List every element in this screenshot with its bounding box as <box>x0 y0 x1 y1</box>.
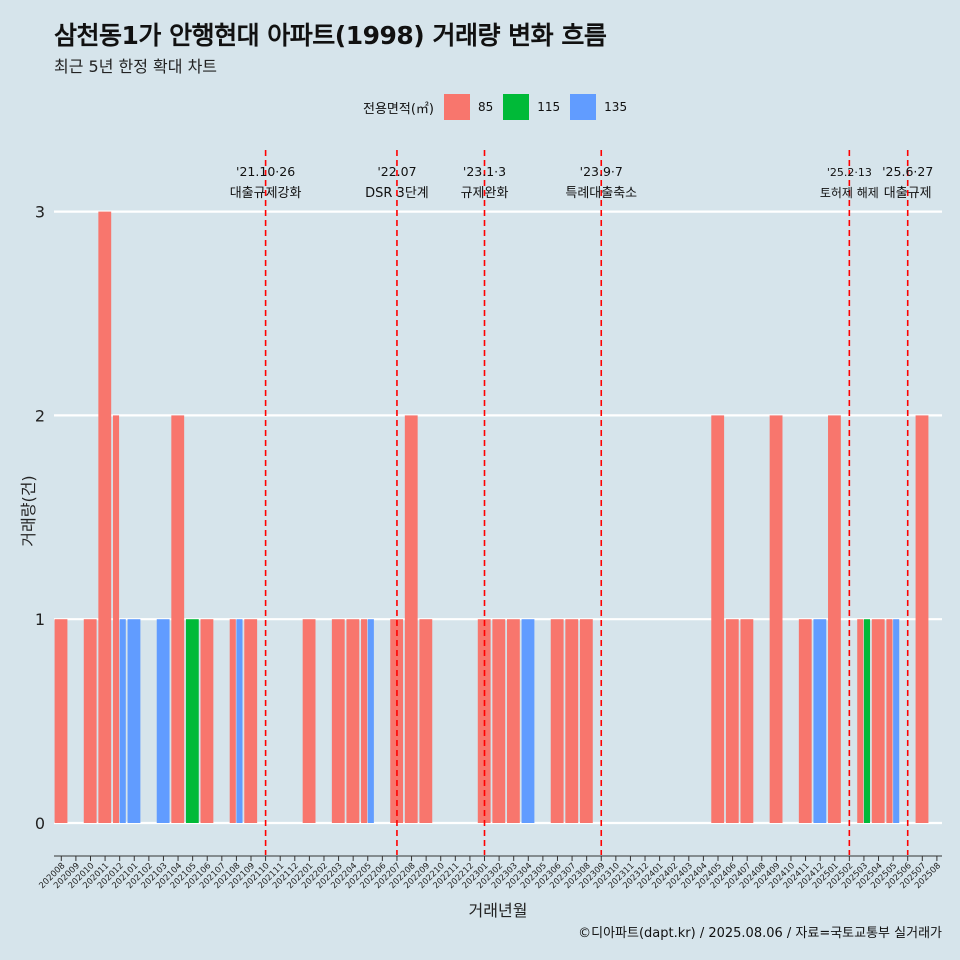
bar-202405-85 <box>711 415 725 823</box>
y-tick-label-3: 3 <box>35 203 45 222</box>
bar-202504-85 <box>871 619 885 823</box>
bar-202012-135 <box>119 619 126 823</box>
legend: 전용면적(㎡) 85 115 135 <box>363 93 637 121</box>
event-date-2: '23.1·3 <box>463 164 506 179</box>
bar-202011-85 <box>98 211 112 824</box>
legend-item-135: 135 <box>570 94 627 120</box>
bar-202303-85 <box>506 619 520 823</box>
bar-202412-135 <box>813 619 827 823</box>
bar-202008-85 <box>54 619 68 823</box>
bar-202501-85 <box>828 415 841 823</box>
bar-202503-85 <box>857 619 864 823</box>
footer-credit: ©디아파트(dapt.kr) / 2025.08.06 / 자료=국토교통부 실… <box>578 926 942 941</box>
bar-202209-85 <box>419 619 433 823</box>
bar-202307-85 <box>565 619 579 823</box>
bar-202103-135 <box>156 619 170 823</box>
y-tick-label-0: 0 <box>35 814 45 833</box>
legend-item-115: 115 <box>503 94 560 120</box>
legend-key-85 <box>443 94 470 120</box>
bar-202507-85 <box>915 415 929 823</box>
bar-202201-85 <box>302 619 316 823</box>
bar-202505-85 <box>886 619 893 823</box>
bar-202109-85 <box>244 619 258 823</box>
y-tick-label-2: 2 <box>35 406 45 425</box>
event-label-0: 대출규제강화 <box>230 186 302 201</box>
bar-202409-85 <box>769 415 783 823</box>
y-axis-title: 거래량(건) <box>19 475 38 546</box>
legend-label-135: 135 <box>604 100 628 114</box>
event-date-0: '21.10·26 <box>236 164 295 179</box>
event-label-5: 대출규제 <box>884 186 932 201</box>
event-date-4: '25.2·13 <box>827 166 872 179</box>
event-label-3: 특례대출축소 <box>565 186 637 201</box>
bar-202503-115 <box>863 619 871 823</box>
chart-subtitle: 최근 5년 한정 확대 차트 <box>54 57 218 76</box>
bar-202108-85 <box>229 619 236 823</box>
event-label-2: 규제완화 <box>461 186 509 201</box>
legend-label-85: 85 <box>477 100 494 114</box>
bar-202411-85 <box>798 619 812 823</box>
bar-202105-115 <box>185 619 199 823</box>
bar-202101-135 <box>127 619 141 823</box>
event-date-1: '22.07 <box>377 164 416 179</box>
bar-202505-135 <box>893 619 900 823</box>
legend-key-115 <box>503 94 530 120</box>
bar-202407-85 <box>740 619 754 823</box>
bar-202205-135 <box>367 619 374 823</box>
bar-202308-85 <box>579 619 593 823</box>
legend-title: 전용면적(㎡) <box>363 101 434 117</box>
legend-item-85: 85 <box>443 94 494 120</box>
bar-202010-85 <box>83 619 97 823</box>
event-date-3: '23.9·7 <box>580 164 623 179</box>
bar-202406-85 <box>725 619 739 823</box>
bar-202208-85 <box>404 415 418 823</box>
bar-202306-85 <box>550 619 564 823</box>
bar-202203-85 <box>331 619 345 823</box>
event-label-4: 토허제 해제 <box>820 186 879 200</box>
bar-202302-85 <box>492 619 506 823</box>
bar-202204-85 <box>346 619 360 823</box>
x-axis-title: 거래년월 <box>469 901 528 920</box>
legend-key-135 <box>570 94 597 120</box>
legend-label-115: 115 <box>537 100 561 114</box>
bar-202304-135 <box>521 619 535 823</box>
bar-202104-85 <box>171 415 185 823</box>
y-tick-label-1: 1 <box>35 610 45 629</box>
chart-title: 삼천동1가 안행현대 아파트(1998) 거래량 변화 흐름 <box>54 21 607 50</box>
event-date-5: '25.6·27 <box>882 164 933 179</box>
bar-202205-85 <box>361 619 368 823</box>
event-label-1: DSR 3단계 <box>365 186 429 201</box>
bar-202106-85 <box>200 619 214 823</box>
bar-202012-85 <box>112 415 120 823</box>
bar-202108-135 <box>236 619 243 823</box>
